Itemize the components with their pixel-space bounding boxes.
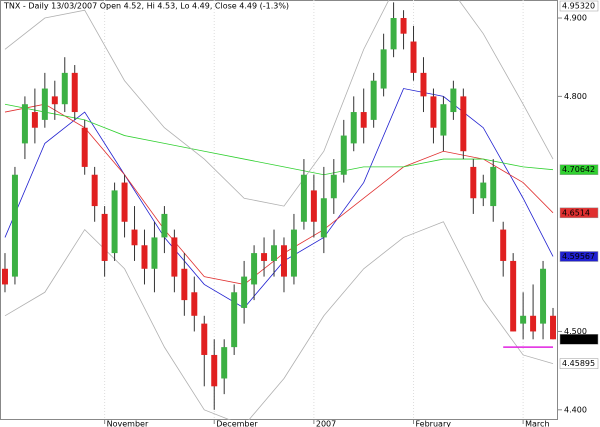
candle-body <box>221 347 228 379</box>
y-tick-label: 4.800 <box>564 92 587 101</box>
candle-body <box>171 237 178 277</box>
indicator-line <box>4 0 554 207</box>
price-label-box <box>559 164 599 175</box>
candle-body <box>420 72 427 97</box>
candle-body <box>450 88 457 113</box>
candle-body <box>280 245 287 277</box>
candle-body <box>141 245 148 269</box>
price-label: 4.49 <box>562 335 580 344</box>
price-label-box <box>559 334 599 345</box>
candle-body <box>490 166 497 207</box>
candle-body <box>101 213 108 261</box>
price-label-box <box>559 251 599 262</box>
candle-body <box>500 229 507 261</box>
candle-body <box>480 182 487 199</box>
candle-body <box>121 182 128 222</box>
price-label-box <box>559 207 599 219</box>
x-tick-label: February <box>416 420 452 427</box>
indicator-line <box>4 103 554 176</box>
price-label-box <box>559 0 599 12</box>
y-tick-label: 4.400 <box>564 405 587 414</box>
candle-body <box>530 315 537 332</box>
candle-body <box>211 354 218 387</box>
candle-body <box>540 268 547 324</box>
candle-body <box>390 18 397 50</box>
candle-body <box>201 323 208 355</box>
candle-body <box>271 245 278 261</box>
candle-body <box>231 292 238 348</box>
indicator-line <box>4 221 554 420</box>
candle-body <box>91 174 98 207</box>
price-label: 4.6514 <box>562 208 590 217</box>
candle-body <box>151 237 158 269</box>
candle-body <box>330 174 337 199</box>
candle-body <box>430 96 437 128</box>
plot-area <box>1 0 557 420</box>
candle-body <box>470 166 477 199</box>
candle-body <box>400 18 407 34</box>
candle-body <box>81 127 88 167</box>
candle-body <box>241 276 248 308</box>
candle-body <box>550 315 557 340</box>
candle-body <box>131 229 138 246</box>
candle-body <box>1 268 8 285</box>
candle-body <box>191 292 198 316</box>
candle-body <box>181 268 188 301</box>
candle-body <box>111 190 118 254</box>
candle-body <box>520 315 527 324</box>
candle-body <box>320 198 327 238</box>
candle-body <box>161 213 168 238</box>
axis-area: 4.900 4.800 4.500 4.400 November December 2007… <box>104 0 599 427</box>
candle-body <box>370 80 377 120</box>
candle-body <box>380 49 387 89</box>
y-tick-label: 4.500 <box>564 327 587 336</box>
plot-frame <box>0 0 558 420</box>
price-label: 4.59567 <box>562 252 595 261</box>
candle-body <box>71 72 78 113</box>
y-tick-label: 4.900 <box>564 14 587 23</box>
x-tick-label: November <box>107 420 149 427</box>
candle-body <box>460 96 467 152</box>
x-tick-label: 2007 <box>316 420 336 427</box>
candle-body <box>410 41 417 73</box>
candle-body <box>510 260 517 332</box>
x-tick-label: December <box>216 420 258 427</box>
candle-body <box>51 96 58 105</box>
candle-body <box>360 112 367 128</box>
price-label: 4.95320 <box>562 2 595 11</box>
price-label-box <box>559 358 599 369</box>
candle-body <box>61 72 68 105</box>
candle-body <box>31 112 38 128</box>
chart-title: TNX - Daily 13/03/2007 Open 4.52, Hi 4.5… <box>3 2 289 11</box>
candle-body <box>310 190 317 222</box>
candle-body <box>440 104 447 136</box>
candle-body <box>261 253 268 261</box>
candle-body <box>300 174 307 222</box>
x-tick-label: March <box>525 420 549 427</box>
candle-body <box>41 88 48 120</box>
candle-body <box>290 229 297 277</box>
candle-body <box>11 174 18 277</box>
candle-body <box>21 104 28 144</box>
price-label: 4.45895 <box>562 359 595 368</box>
candle-body <box>350 112 357 144</box>
candle-body <box>340 135 347 175</box>
candle-body <box>251 253 258 285</box>
price-label: 4.70642 <box>562 165 595 174</box>
